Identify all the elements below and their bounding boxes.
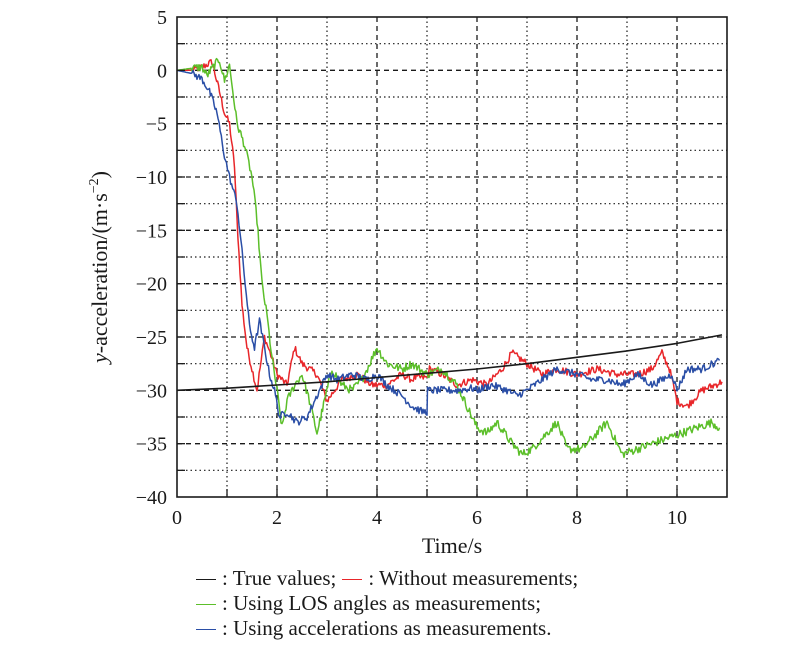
legend: : True values; : Without measurements; :… — [196, 566, 584, 641]
y-tick-labels: 5 0 −5 −10 −15 −20 −25 −30 −35 −40 — [136, 7, 167, 509]
series-layer — [176, 57, 723, 459]
y-tick-label: 0 — [157, 60, 167, 82]
y-tick-label: −15 — [136, 220, 167, 242]
legend-label-true-values: : True values; — [222, 566, 337, 590]
y-tick-label: −40 — [136, 487, 167, 509]
x-axis-label: Time/s — [422, 533, 482, 558]
legend-swatch-without-measurements — [342, 579, 363, 580]
legend-swatch-los-angles — [196, 604, 216, 605]
legend-swatch-accelerations — [196, 629, 216, 630]
y-axis-label-close: ) — [87, 171, 112, 178]
y-tick-label: −35 — [136, 434, 167, 456]
y-tick-label: −5 — [146, 114, 167, 136]
series-using-accelerations-as-measurements — [176, 69, 721, 426]
y-tick-label: −10 — [136, 167, 167, 189]
y-axis-label-exponent: −2 — [87, 178, 102, 193]
y-tick-label: −25 — [136, 327, 167, 349]
y-tick-label: −30 — [136, 380, 167, 402]
legend-row: : Using LOS angles as measurements; — [196, 591, 584, 616]
y-tick-label: 5 — [157, 7, 167, 29]
legend-label-accelerations: : Using accelerations as measurements. — [222, 616, 552, 640]
y-axis-label: y-acceleration/(m·s−2) — [87, 171, 112, 365]
x-tick-label: 8 — [572, 507, 582, 529]
x-tick-label: 6 — [472, 507, 482, 529]
ticks — [177, 43, 678, 497]
legend-label-los-angles: : Using LOS angles as measurements; — [222, 591, 542, 615]
series-true-values — [176, 334, 723, 392]
x-tick-label: 0 — [172, 507, 182, 529]
series-without-measurements — [177, 59, 723, 409]
grid — [177, 17, 727, 497]
y-axis-label-unit: -acceleration/(m·s — [87, 193, 112, 353]
legend-label-without-measurements: : Without measurements; — [368, 566, 579, 590]
x-tick-label: 4 — [372, 507, 382, 529]
legend-swatch-true-values — [196, 579, 216, 580]
x-tick-labels: 0 2 4 6 8 10 — [172, 507, 687, 529]
x-tick-label: 2 — [272, 507, 282, 529]
y-tick-label: −20 — [136, 274, 167, 296]
x-tick-label: 10 — [667, 507, 687, 529]
series-using-los-angles-as-measurements — [176, 57, 721, 459]
y-axis-label-var: y — [87, 353, 112, 365]
legend-row: : True values; : Without measurements; — [196, 566, 584, 591]
legend-row: : Using accelerations as measurements. — [196, 616, 584, 641]
